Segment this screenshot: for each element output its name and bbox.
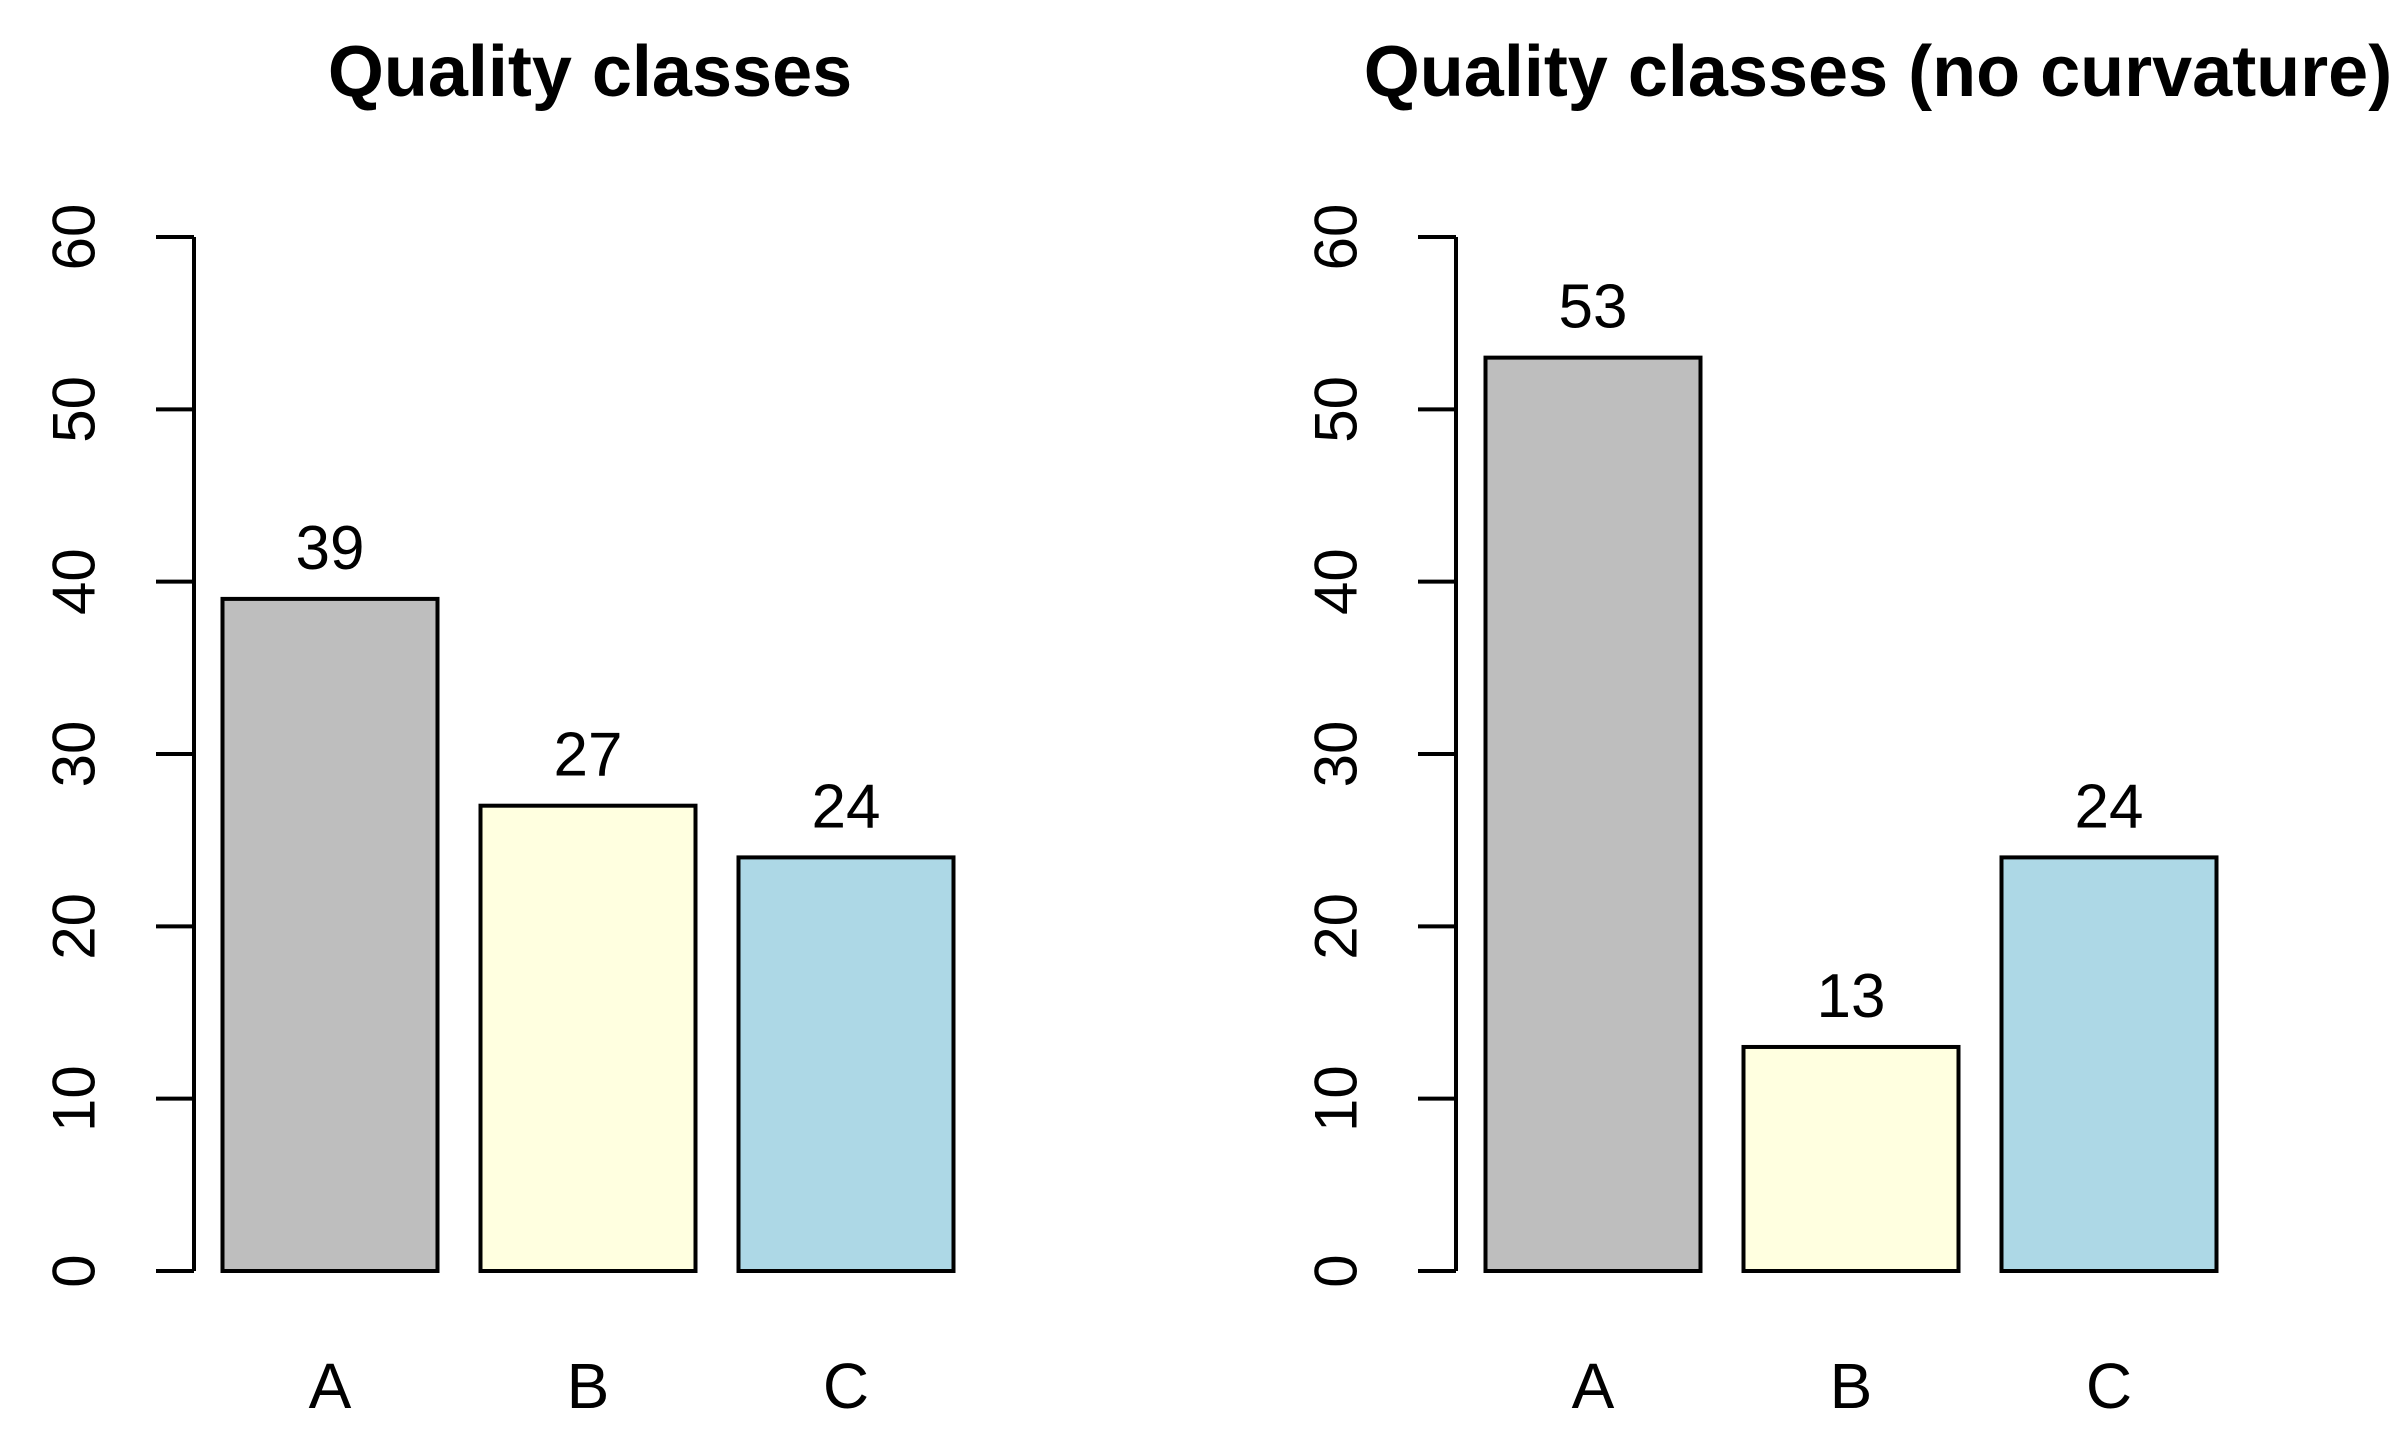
category-label: C [823,1350,869,1422]
y-axis-tick-label: 30 [41,721,108,788]
y-axis-tick-label: 40 [1303,548,1370,615]
bar-value-label: 24 [812,772,881,841]
y-axis-tick-label: 40 [41,548,108,615]
bar-B [478,803,698,1273]
bar-value-label: 39 [296,514,365,583]
y-axis-tick-label: 20 [41,893,108,960]
y-axis-tick-label: 10 [1303,1065,1370,1132]
bar-A [220,596,440,1273]
y-axis-tick-label: 50 [41,376,108,443]
right-bar-chart: 0 10 20 30 40 50 60 53 A 13 B 24 C [1303,204,2219,1422]
bar-value-label: 24 [2075,772,2144,841]
y-axis-tick-label: 60 [41,204,108,271]
left-bar-chart: 0 10 20 30 40 50 60 39 A 27 B 24 C [41,204,956,1422]
y-axis-tick-label: 0 [41,1254,108,1287]
y-axis-tick-label: 10 [41,1065,108,1132]
y-axis-tick-label: 20 [1303,893,1370,960]
category-label: C [2086,1350,2132,1422]
y-axis-tick-label: 60 [1303,204,1370,271]
bar-C [736,855,956,1274]
right-chart-title: Quality classes (no curvature) [1364,32,2392,112]
y-axis-tick-label: 0 [1303,1254,1370,1287]
category-label: B [567,1350,610,1422]
y-axis-tick-label: 30 [1303,721,1370,788]
bar-B [1741,1044,1961,1274]
category-label: B [1830,1350,1873,1422]
left-chart-title: Quality classes [328,32,852,112]
y-axis-tick-label: 50 [1303,376,1370,443]
bar-A [1483,355,1703,1273]
category-label: A [1572,1350,1615,1422]
bar-value-label: 13 [1817,962,1886,1031]
bar-value-label: 27 [554,721,623,790]
category-label: A [309,1350,352,1422]
bar-C [1999,855,2219,1274]
bar-value-label: 53 [1559,273,1628,342]
